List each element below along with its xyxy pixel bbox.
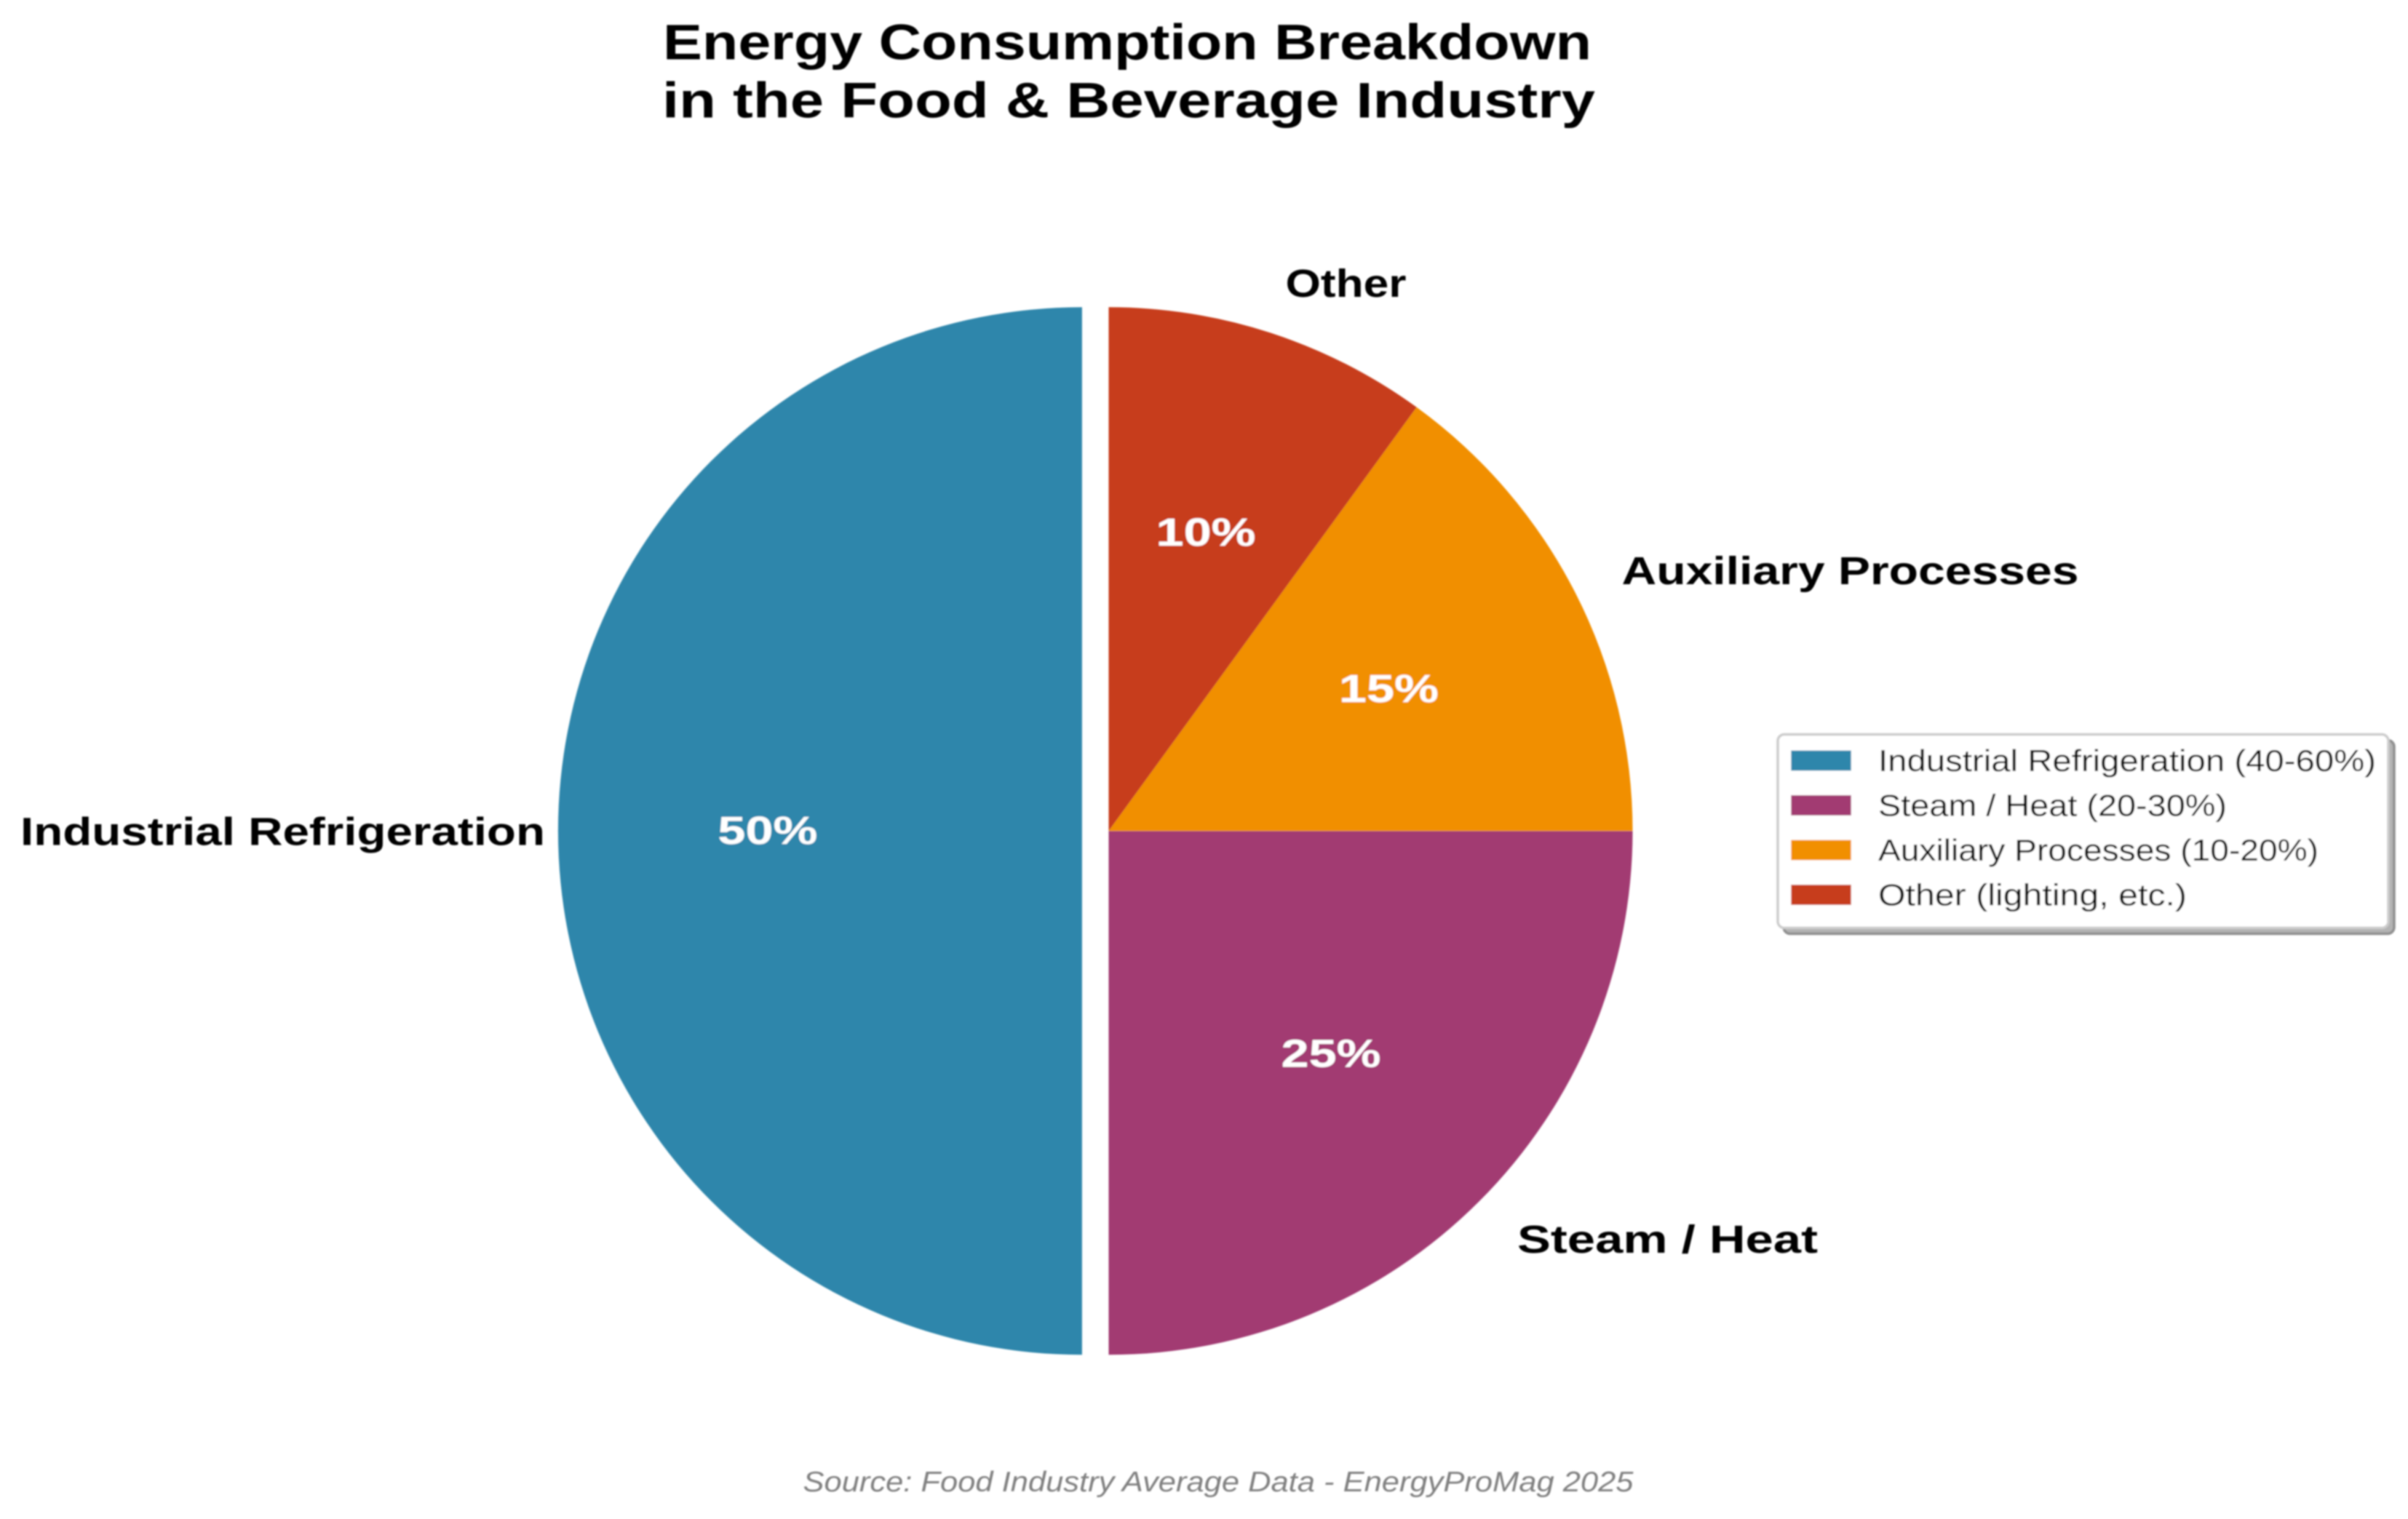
svg-text:Other (lighting, etc.): Other (lighting, etc.) [1878,878,2187,912]
svg-text:Auxiliary Processes: Auxiliary Processes [1622,549,2079,593]
svg-text:Auxiliary Processes (10-20%): Auxiliary Processes (10-20%) [1878,833,2318,867]
svg-text:Industrial Refrigeration: Industrial Refrigeration [20,810,545,853]
svg-text:25%: 25% [1282,1032,1381,1076]
svg-text:in the Food & Beverage Industr: in the Food & Beverage Industry [662,73,1595,129]
svg-text:Steam / Heat (20-30%): Steam / Heat (20-30%) [1878,789,2227,823]
svg-text:10%: 10% [1156,511,1256,554]
svg-text:15%: 15% [1339,667,1439,711]
svg-text:Industrial Refrigeration (40-6: Industrial Refrigeration (40-60%) [1878,743,2376,778]
svg-text:Energy Consumption Breakdown: Energy Consumption Breakdown [663,15,1592,71]
svg-text:Steam / Heat: Steam / Heat [1517,1218,1818,1261]
svg-text:Other: Other [1286,262,1407,306]
svg-text:Source: Food Industry Average: Source: Food Industry Average Data - Ene… [803,1467,1634,1498]
svg-text:50%: 50% [718,809,817,853]
